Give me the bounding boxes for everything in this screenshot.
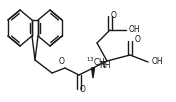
Text: O: O (80, 85, 86, 94)
Text: O: O (111, 12, 117, 21)
Text: $^{13}$CH: $^{13}$CH (86, 56, 105, 68)
Text: OH: OH (151, 58, 163, 67)
Text: OH: OH (128, 26, 140, 34)
Text: O: O (135, 35, 141, 44)
Text: NH: NH (99, 62, 111, 70)
Text: O: O (59, 57, 65, 65)
Polygon shape (92, 68, 95, 78)
